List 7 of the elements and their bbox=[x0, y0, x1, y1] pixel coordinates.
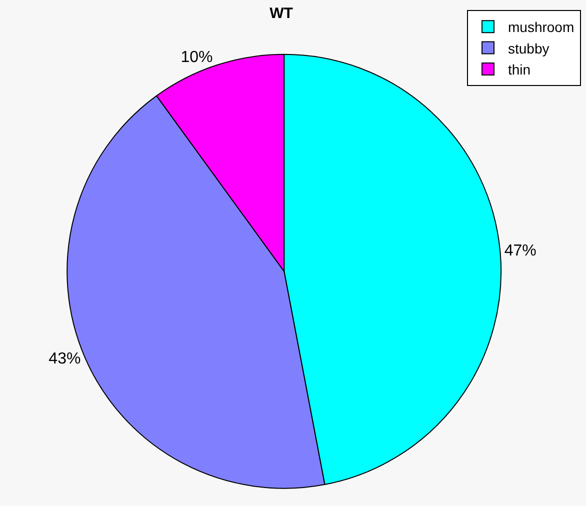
legend-label: stubby bbox=[508, 40, 550, 56]
legend-label: mushroom bbox=[508, 19, 574, 36]
data-label: 10% bbox=[180, 48, 213, 66]
data-label: 43% bbox=[48, 350, 81, 368]
legend-label: thin bbox=[508, 61, 531, 78]
chart-title: WT bbox=[270, 5, 293, 22]
data-label: 47% bbox=[504, 242, 536, 260]
